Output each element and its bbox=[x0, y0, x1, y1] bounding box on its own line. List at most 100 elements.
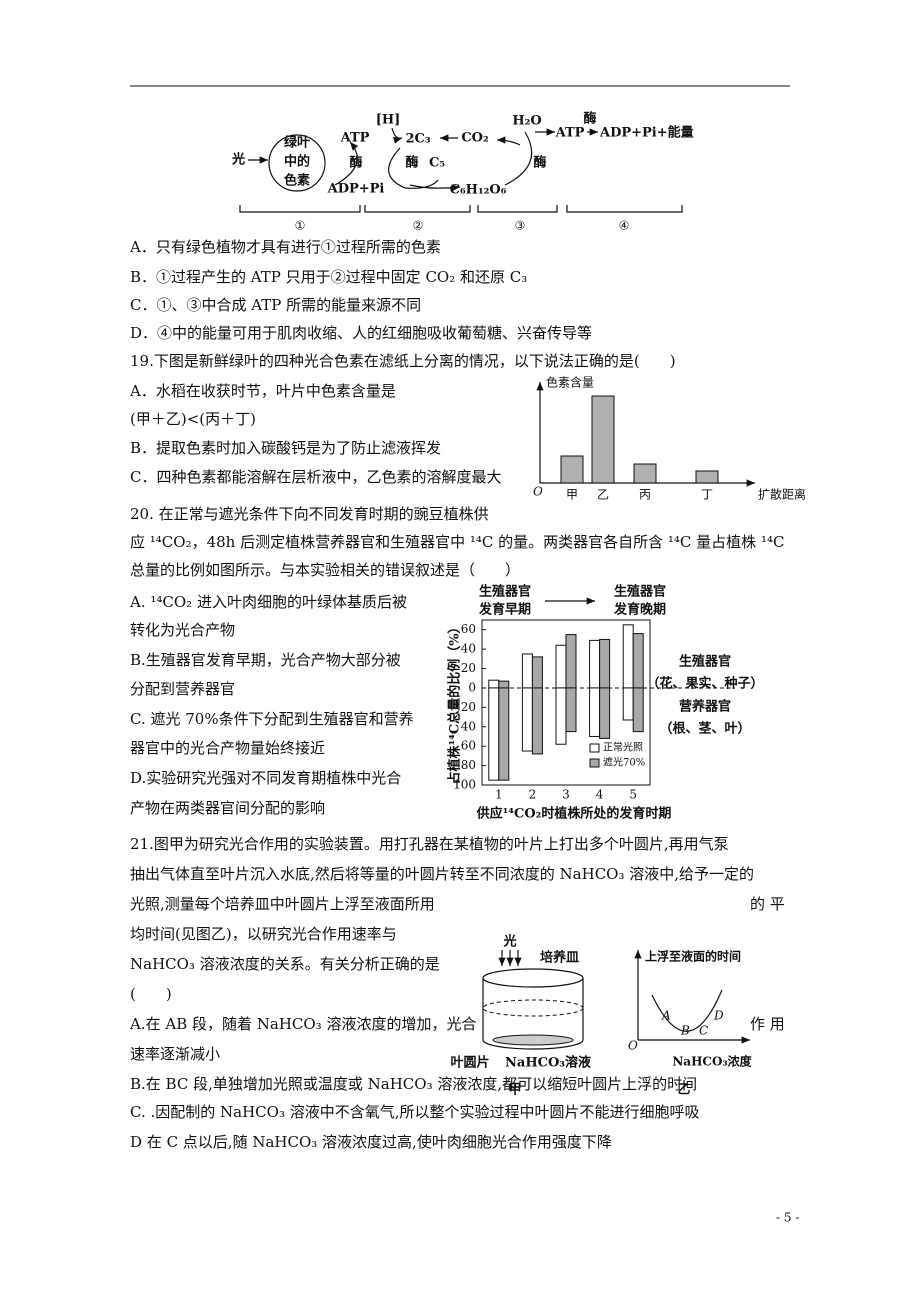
bar-reproductive bbox=[622, 624, 634, 689]
text-line: B.在 BC 段,单独增加光照或温度或 NaHCO₃ 溶液浓度,都可以缩短叶圆片… bbox=[130, 1075, 697, 1093]
text-line: 的 平 bbox=[750, 895, 785, 913]
body-text: A．只有绿色植物才具有进行①过程所需的色素 B．①过程产生的 ATP 只用于②过程… bbox=[129, 238, 785, 1151]
bar bbox=[560, 455, 584, 484]
bar-reproductive bbox=[555, 644, 567, 689]
bar-reproductive bbox=[488, 679, 500, 689]
label: ③ bbox=[515, 219, 526, 233]
text-line: 均时间(见图乙)，以研究光合作用速率与 bbox=[130, 925, 397, 943]
text-line: ( ) bbox=[130, 985, 172, 1003]
allocation-chart: 生殖器官发育早期生殖器官发育晚期604020020406080100占植株¹⁴C… bbox=[447, 584, 764, 822]
plot-frame bbox=[481, 619, 651, 786]
legend-label: 遮光70% bbox=[603, 756, 645, 769]
label: [H] bbox=[376, 113, 401, 128]
x-axis-label: 扩散距离 bbox=[758, 487, 806, 502]
y-axis-label: 色素含量 bbox=[546, 375, 594, 390]
x-tick-label: 乙 bbox=[597, 488, 609, 502]
x-axis-label: 供应¹⁴CO₂时植株所处的发育时期 bbox=[476, 806, 672, 822]
label: 光 bbox=[231, 152, 245, 168]
label: ④ bbox=[619, 219, 630, 233]
label: C₆H₁₂O₆ bbox=[450, 183, 507, 198]
region-label: 营养器官 bbox=[679, 699, 731, 715]
text-line: D 在 C 点以后,随 NaHCO₃ 溶液浓度过高,使叶肉细胞光合作用强度下降 bbox=[130, 1133, 612, 1151]
legend-label: 正常光照 bbox=[603, 741, 643, 754]
y-axis-label: 占植株¹⁴C总量的比例（%） bbox=[447, 620, 463, 784]
text-line: C. 遮光 70%条件下分配到生殖器官和营养 bbox=[130, 710, 414, 728]
label: 光 bbox=[502, 934, 516, 950]
label: 酶 bbox=[405, 155, 418, 171]
x-tick-label: 4 bbox=[596, 788, 604, 802]
text-line: B．①过程产生的 ATP 只用于②过程中固定 CO₂ 和还原 C₃ bbox=[130, 268, 527, 286]
photosynthesis-diagram: 光 绿叶 中的 色素 ATP 酶 ADP+Pi [H] 2C₃ 酶 C₅ C₆H… bbox=[231, 111, 694, 233]
label: ADP+Pi+能量 bbox=[599, 125, 694, 141]
text-line: B.生殖器官发育早期，光合产物大部分被 bbox=[130, 651, 401, 669]
text-line: (甲＋乙)<(丙＋丁) bbox=[130, 410, 256, 428]
x-tick-label: 3 bbox=[562, 788, 570, 802]
x-tick-label: 丙 bbox=[639, 488, 651, 502]
text-line: A. ¹⁴CO₂ 进入叶肉细胞的叶绿体基质后被 bbox=[129, 593, 407, 611]
label: 酶 bbox=[533, 155, 546, 171]
label: 2C₃ bbox=[405, 132, 430, 147]
bar-vegetative bbox=[521, 687, 533, 752]
text-line: 应 ¹⁴CO₂，48h 后测定植株营养器官和生殖器官中 ¹⁴C 的量。两类器官各… bbox=[130, 533, 784, 551]
bar bbox=[695, 470, 719, 484]
text-line: A.在 AB 段，随着 NaHCO₃ 溶液浓度的增加，光合 bbox=[129, 1015, 476, 1033]
y-tick-label: 20 bbox=[461, 661, 476, 675]
label: ① bbox=[295, 219, 306, 233]
text-line: C．四种色素都能溶解在层析液中，乙色素的溶解度最大 bbox=[130, 468, 501, 486]
y-tick-label: 80 bbox=[461, 758, 476, 772]
label: 叶圆片 bbox=[450, 1055, 489, 1071]
bar-vegetative bbox=[488, 687, 500, 781]
bar-reproductive bbox=[521, 653, 533, 689]
text-line: 产物在两类器官间分配的影响 bbox=[130, 799, 325, 817]
text-line: C. .因配制的 NaHCO₃ 溶液中不含氧气,所以整个实验过程中叶圆片不能进行… bbox=[130, 1103, 700, 1121]
stage-label: 发育晚期 bbox=[613, 602, 666, 618]
x-tick-label: 丁 bbox=[701, 488, 713, 502]
legend-swatch bbox=[589, 743, 600, 753]
x-tick-label: 1 bbox=[495, 788, 503, 802]
text-line: D.实验研究光强对不同发育期植株中光合 bbox=[130, 769, 401, 787]
text-line: 19.下图是新鲜绿叶的四种光合色素在滤纸上分离的情况，以下说法正确的是( ) bbox=[130, 352, 676, 370]
label: 绿叶 bbox=[284, 135, 310, 151]
label: O bbox=[628, 1039, 638, 1053]
label: 酶 bbox=[583, 111, 596, 127]
text-line: 光照,测量每个培养皿中叶圆片上浮至液面所用 bbox=[130, 895, 435, 913]
x-tick-label: 甲 bbox=[566, 488, 578, 502]
label: NaHCO₃浓度 bbox=[672, 1054, 752, 1069]
label: 培养皿 bbox=[540, 950, 579, 966]
bar-reproductive bbox=[589, 639, 601, 689]
text-line: 总量的比例如图所示。与本实验相关的错误叙述是（ ） bbox=[130, 561, 520, 579]
label: D bbox=[713, 1009, 724, 1023]
bar-vegetative bbox=[498, 687, 510, 781]
text-line: NaHCO₃ 溶液浓度的关系。有关分析正确的是 bbox=[130, 955, 440, 973]
text-line: 21.图甲为研究光合作用的实验装置。用打孔器在某植物的叶片上打出多个叶圆片,再用… bbox=[130, 835, 729, 853]
text-line: A．水稻在收获时节，叶片中色素含量是 bbox=[129, 382, 396, 400]
text-line: 抽出气体直至叶片沉入水底,然后将等量的叶圆片转至不同浓度的 NaHCO₃ 溶液中… bbox=[130, 865, 754, 883]
stage-label: 生殖器官 bbox=[479, 584, 531, 600]
y-tick-label: 60 bbox=[461, 739, 476, 753]
bar-reproductive bbox=[599, 638, 611, 689]
label: C bbox=[699, 1024, 708, 1038]
figure-yi: 上浮至液面的时间 A B C D O NaHCO₃浓度 乙 bbox=[628, 949, 753, 1098]
bar-reproductive bbox=[531, 656, 543, 689]
label: 中的 bbox=[284, 154, 310, 170]
bar-reproductive bbox=[498, 680, 510, 689]
label: ADP+Pi bbox=[327, 182, 385, 197]
label: ATP bbox=[340, 131, 370, 146]
label: 甲 bbox=[508, 1083, 521, 1098]
stage-label: 生殖器官 bbox=[614, 584, 666, 600]
text-line: C．①、③中合成 ATP 所需的能量来源不同 bbox=[130, 296, 421, 314]
text-line: 作 用 bbox=[750, 1015, 785, 1033]
text-line: 转化为光合产物 bbox=[130, 621, 235, 639]
x-tick-label: 5 bbox=[629, 788, 637, 802]
bar bbox=[633, 463, 657, 484]
text-line: 分配到营养器官 bbox=[130, 680, 235, 698]
legend-swatch bbox=[589, 758, 600, 768]
bar-vegetative bbox=[531, 687, 543, 755]
label: H₂O bbox=[512, 114, 541, 129]
origin-label: O bbox=[533, 485, 543, 499]
label: B bbox=[680, 1024, 690, 1038]
y-tick-label: 0 bbox=[468, 680, 476, 694]
bar-vegetative bbox=[565, 687, 577, 733]
